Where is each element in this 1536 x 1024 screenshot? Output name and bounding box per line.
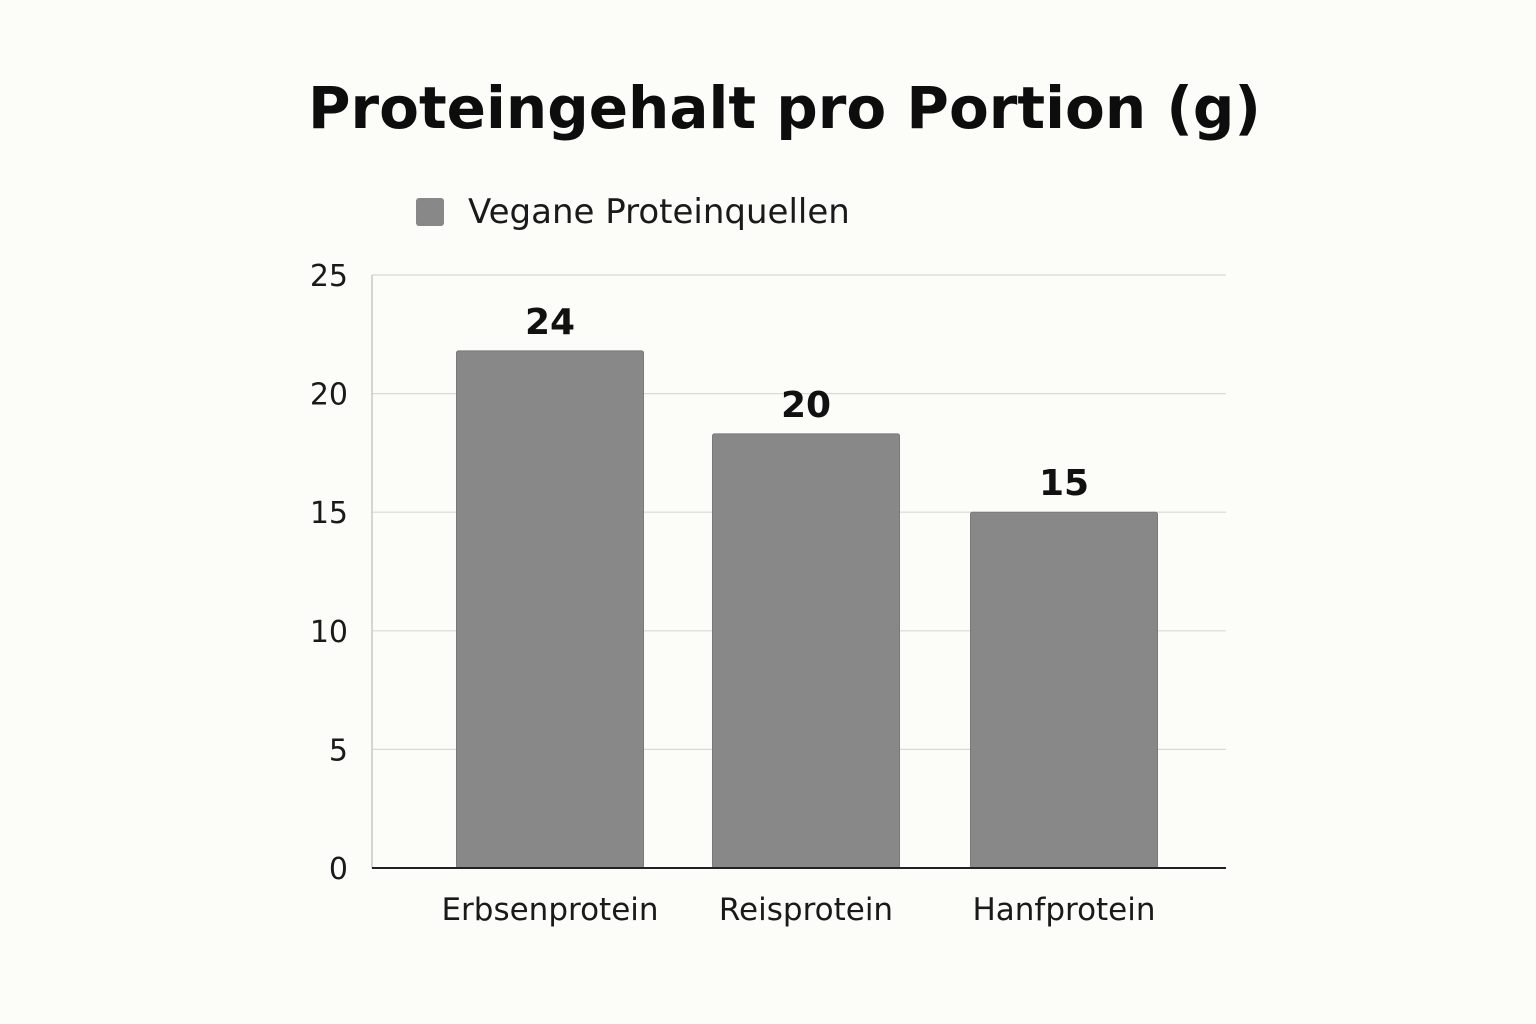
- data-label: 20: [781, 385, 831, 426]
- y-tick-label: 15: [310, 496, 348, 531]
- legend-label: Vegane Proteinquellen: [468, 192, 850, 232]
- category-label: Reisprotein: [719, 892, 893, 928]
- bar-reisprotein: [712, 433, 900, 869]
- y-tick-label: 20: [310, 378, 348, 413]
- y-tick-label: 10: [310, 615, 348, 650]
- y-tick-label: 0: [329, 852, 348, 887]
- y-tick-label: 25: [310, 259, 348, 294]
- axes: [371, 275, 1226, 869]
- y-tick-label: 5: [329, 733, 348, 768]
- bar-hanfprotein: [970, 511, 1158, 869]
- labels: 0 5 10 15 20 25 24 Erbsenprotein 20 Reisprotein 15…: [310, 259, 1156, 928]
- category-label: Erbsenprotein: [441, 892, 658, 928]
- data-label: 15: [1039, 463, 1089, 504]
- chart-title: Proteingehalt pro Portion (g): [308, 74, 1261, 142]
- data-label: 24: [525, 302, 575, 343]
- category-label: Hanfprotein: [972, 892, 1155, 928]
- legend-swatch: [416, 198, 444, 226]
- bar-erbsenprotein: [456, 350, 644, 869]
- legend: Vegane Proteinquellen: [416, 190, 850, 234]
- bars: [456, 350, 1158, 869]
